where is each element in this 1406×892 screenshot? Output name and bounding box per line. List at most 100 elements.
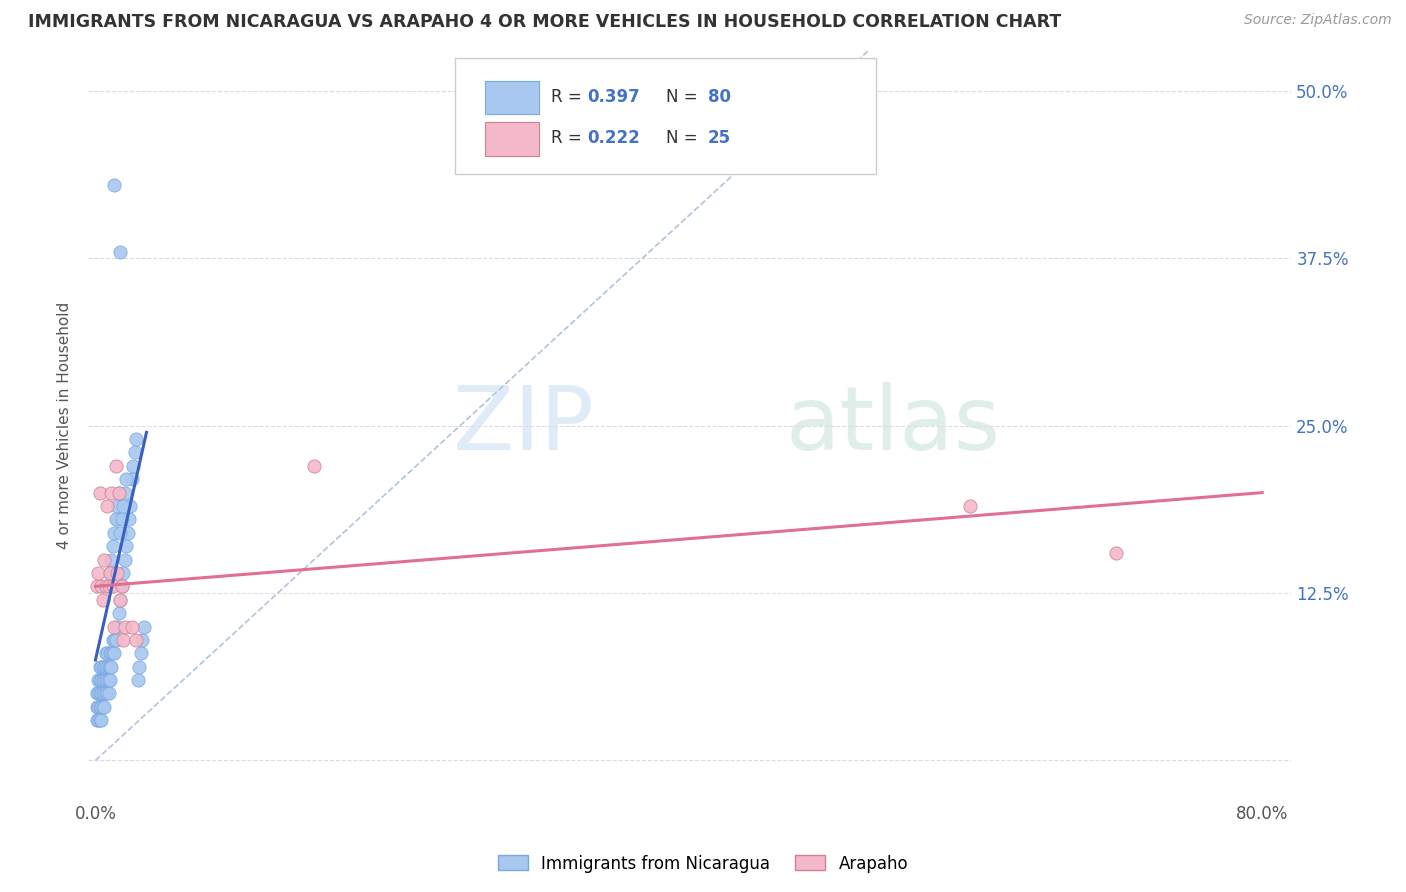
Point xyxy=(87,566,110,580)
Point xyxy=(103,178,125,192)
Point xyxy=(86,686,108,700)
Text: 25: 25 xyxy=(707,129,731,147)
Point xyxy=(111,512,134,526)
Point xyxy=(104,458,127,473)
Text: atlas: atlas xyxy=(786,382,1001,469)
Point xyxy=(115,472,138,486)
Point xyxy=(114,485,136,500)
Text: ZIP: ZIP xyxy=(453,382,593,469)
Point xyxy=(103,646,125,660)
Point xyxy=(93,552,115,566)
Point xyxy=(93,686,115,700)
Point xyxy=(115,539,138,553)
Text: Source: ZipAtlas.com: Source: ZipAtlas.com xyxy=(1244,13,1392,28)
Point xyxy=(127,673,149,687)
Point xyxy=(89,713,111,727)
Point xyxy=(112,566,135,580)
Point xyxy=(91,686,114,700)
Point xyxy=(100,485,122,500)
Point xyxy=(98,646,121,660)
Point xyxy=(105,619,128,633)
Point xyxy=(111,579,134,593)
Point xyxy=(125,432,148,446)
Point xyxy=(111,579,134,593)
Point xyxy=(90,713,112,727)
Point xyxy=(87,673,110,687)
Point xyxy=(94,673,117,687)
Point xyxy=(101,539,124,553)
Point xyxy=(1105,546,1128,560)
Point xyxy=(98,673,121,687)
Legend: Immigrants from Nicaragua, Arapaho: Immigrants from Nicaragua, Arapaho xyxy=(491,848,915,880)
Point xyxy=(132,619,155,633)
Point xyxy=(121,472,143,486)
Text: 0.397: 0.397 xyxy=(588,88,640,106)
Point xyxy=(93,673,115,687)
Point xyxy=(107,606,129,620)
Point xyxy=(87,686,110,700)
Point xyxy=(98,566,121,580)
Point xyxy=(131,632,153,647)
Point xyxy=(90,579,112,593)
Point xyxy=(105,512,128,526)
Point xyxy=(103,525,125,540)
Point xyxy=(114,619,136,633)
Point xyxy=(100,552,122,566)
Point xyxy=(97,659,120,673)
Y-axis label: 4 or more Vehicles in Household: 4 or more Vehicles in Household xyxy=(58,302,72,549)
Point xyxy=(87,699,110,714)
Point xyxy=(94,646,117,660)
Point xyxy=(98,659,121,673)
Point xyxy=(86,579,108,593)
Bar xyxy=(485,80,540,114)
Point xyxy=(90,659,112,673)
FancyBboxPatch shape xyxy=(456,58,876,175)
Text: R =: R = xyxy=(551,88,588,106)
Text: R =: R = xyxy=(551,129,588,147)
Point xyxy=(96,646,118,660)
Point xyxy=(94,579,117,593)
Point xyxy=(118,512,141,526)
Point xyxy=(105,566,128,580)
Point xyxy=(91,673,114,687)
Point xyxy=(101,632,124,647)
Point xyxy=(90,699,112,714)
Point xyxy=(959,499,981,513)
Text: N =: N = xyxy=(665,129,703,147)
Point xyxy=(112,632,135,647)
Point xyxy=(97,579,120,593)
Point xyxy=(124,445,146,459)
Point xyxy=(110,244,132,259)
Point xyxy=(110,592,132,607)
Point xyxy=(94,659,117,673)
Point xyxy=(104,512,127,526)
Point xyxy=(104,632,127,647)
Point xyxy=(110,525,132,540)
Point xyxy=(121,619,143,633)
Point xyxy=(87,713,110,727)
Point xyxy=(107,485,129,500)
Text: 80: 80 xyxy=(707,88,731,106)
Point xyxy=(103,632,125,647)
Point xyxy=(89,686,111,700)
Point xyxy=(90,686,112,700)
Point xyxy=(101,579,124,593)
Point xyxy=(89,659,111,673)
Point xyxy=(114,552,136,566)
Text: IMMIGRANTS FROM NICARAGUA VS ARAPAHO 4 OR MORE VEHICLES IN HOUSEHOLD CORRELATION: IMMIGRANTS FROM NICARAGUA VS ARAPAHO 4 O… xyxy=(28,13,1062,31)
Point xyxy=(107,485,129,500)
Point xyxy=(101,646,124,660)
Point xyxy=(302,458,325,473)
Point xyxy=(110,592,132,607)
Point xyxy=(103,619,125,633)
Text: 0.222: 0.222 xyxy=(588,129,640,147)
Point xyxy=(96,659,118,673)
Point xyxy=(96,499,118,513)
Point xyxy=(89,485,111,500)
Text: N =: N = xyxy=(665,88,703,106)
Point xyxy=(93,659,115,673)
Point xyxy=(86,699,108,714)
Point xyxy=(96,686,118,700)
Point xyxy=(86,713,108,727)
Point xyxy=(93,699,115,714)
